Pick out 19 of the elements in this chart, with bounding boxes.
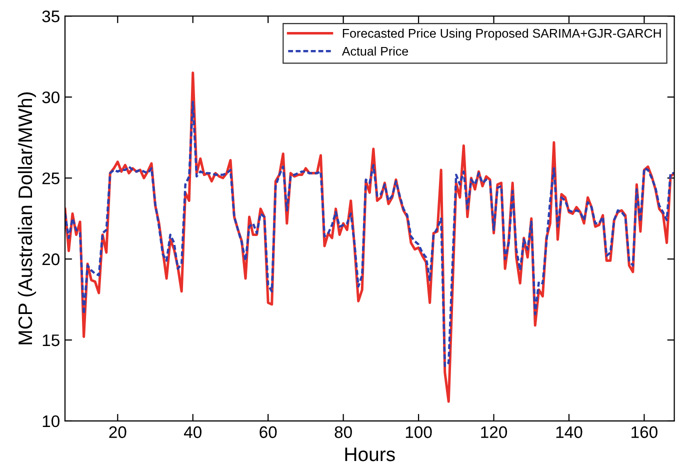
y-tick-label: 10 — [42, 415, 60, 428]
x-tick-label: 80 — [334, 426, 352, 438]
y-tick-label: 15 — [42, 334, 60, 346]
x-tick-label: 100 — [406, 426, 432, 438]
y-axis-title: MCP (Australian Dollar/MWh) — [18, 92, 36, 344]
x-tick-label: 60 — [260, 426, 277, 438]
x-tick-label: 120 — [481, 426, 508, 438]
x-tick-label: 160 — [632, 426, 658, 438]
x-tick-label: 20 — [109, 426, 126, 438]
x-tick-label: 140 — [556, 426, 582, 438]
legend-label: Forecasted Price Using Proposed SARIMA+GJR-GARCH — [342, 28, 661, 40]
y-tick-label: 30 — [42, 91, 60, 104]
y-tick-label: 20 — [42, 253, 60, 266]
y-tick-label: 35 — [42, 10, 60, 22]
line-series — [64, 100, 674, 368]
legend-label: Actual Price — [342, 46, 408, 56]
y-tick-label: 25 — [42, 172, 60, 184]
x-tick-label: 40 — [184, 426, 202, 438]
x-axis-title: Hours — [345, 448, 395, 462]
